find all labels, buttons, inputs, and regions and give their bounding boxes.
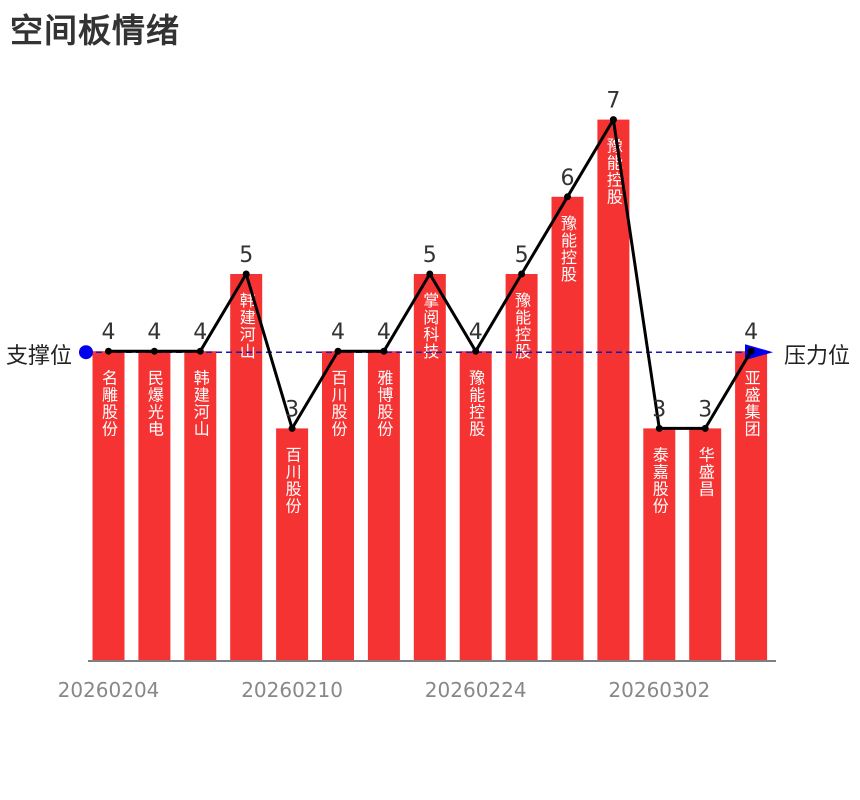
data-point <box>334 347 342 355</box>
bar <box>184 351 217 660</box>
bar-category-label: 民爆光电 <box>145 369 164 437</box>
data-value-label: 3 <box>698 397 712 422</box>
data-point <box>426 270 434 278</box>
bar-category-label: 掌阅科技 <box>420 292 439 360</box>
data-point <box>150 347 158 355</box>
bar-category-label: 韩建河山 <box>191 369 210 437</box>
data-value-label: 4 <box>193 320 207 345</box>
bar <box>276 428 309 660</box>
data-point <box>518 270 526 278</box>
data-point <box>701 424 709 432</box>
chart-title: 空间板情绪 <box>10 11 180 50</box>
bar <box>505 274 538 660</box>
reference-start-marker <box>79 345 93 360</box>
bar-category-label: 豫能控股 <box>558 215 577 283</box>
bar-category-label: 华盛昌 <box>696 446 715 497</box>
data-value-label: 3 <box>652 397 666 422</box>
bar-category-label: 豫能控股 <box>512 292 531 360</box>
data-point <box>242 270 250 278</box>
data-value-label: 4 <box>377 320 391 345</box>
bar <box>413 274 446 660</box>
data-value-label: 4 <box>469 320 483 345</box>
bar-category-label: 豫能控股 <box>466 369 485 437</box>
bar <box>643 428 676 660</box>
data-point <box>105 347 112 355</box>
data-value-label: 4 <box>102 320 116 345</box>
x-tick-label: 20260224 <box>425 678 527 702</box>
data-value-label: 5 <box>423 243 437 268</box>
bar-category-label: 亚盛集团 <box>742 369 761 437</box>
bar <box>551 196 584 661</box>
data-value-label: 3 <box>285 397 299 422</box>
data-point <box>288 424 296 432</box>
data-point <box>564 193 571 201</box>
data-value-label: 4 <box>744 320 758 345</box>
bar <box>367 351 400 660</box>
bar <box>597 119 630 661</box>
bar-category-label: 百川股份 <box>329 369 348 437</box>
bar-category-label: 泰嘉股份 <box>650 446 669 514</box>
bar <box>735 351 768 660</box>
bar-category-label: 名雕股份 <box>99 369 118 437</box>
data-point <box>747 347 755 355</box>
data-value-label: 6 <box>561 166 575 191</box>
pressure-label: 压力位 <box>784 344 851 369</box>
bar-category-label: 百川股份 <box>283 446 302 514</box>
bar-category-label: 韩建河山 <box>237 292 256 360</box>
bar <box>322 351 354 660</box>
x-tick-label: 20260204 <box>58 678 160 702</box>
data-point <box>655 424 663 432</box>
bar-category-label: 雅博股份 <box>374 369 393 437</box>
bar <box>459 351 492 660</box>
data-value-label: 4 <box>147 320 161 345</box>
data-point <box>609 116 617 124</box>
bar <box>230 274 263 660</box>
support-label: 支撑位 <box>6 344 73 369</box>
data-value-label: 5 <box>239 243 253 268</box>
data-point <box>472 347 480 355</box>
x-tick-label: 20260302 <box>608 678 710 702</box>
x-tick-label: 20260210 <box>241 678 343 702</box>
bar <box>92 351 125 660</box>
data-point <box>196 347 204 355</box>
bar <box>138 351 171 660</box>
data-value-label: 7 <box>606 89 620 114</box>
bar <box>689 428 722 660</box>
data-point <box>380 347 388 355</box>
data-value-label: 4 <box>331 320 345 345</box>
data-value-label: 5 <box>515 243 529 268</box>
